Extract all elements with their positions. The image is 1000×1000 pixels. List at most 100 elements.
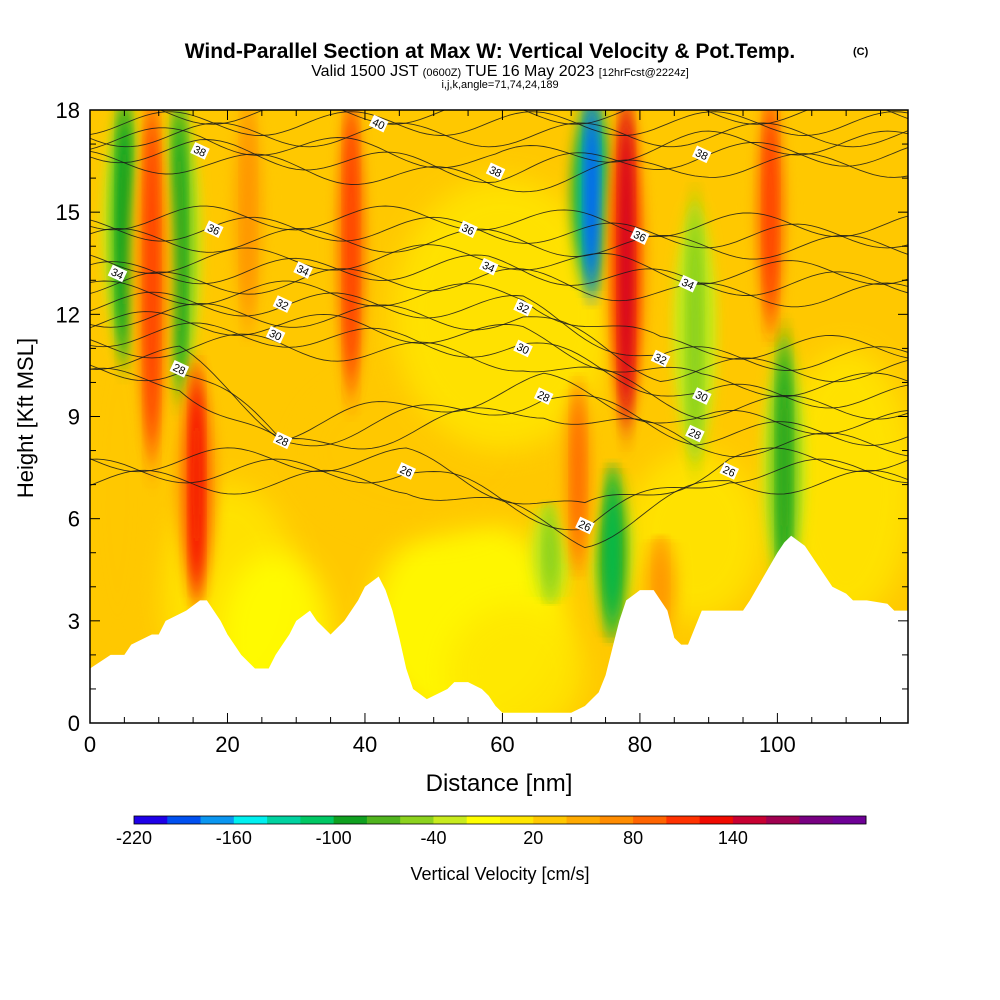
downdraft-column bbox=[545, 508, 556, 597]
updraft-column bbox=[146, 110, 157, 461]
contour-label-text: 38 bbox=[191, 144, 207, 160]
contour-label: 34 bbox=[293, 261, 313, 279]
theta-contour-line bbox=[90, 367, 908, 458]
contour-label-text: 38 bbox=[693, 147, 709, 163]
colorbar-swatch bbox=[233, 816, 268, 824]
downdraft-column bbox=[119, 110, 130, 359]
contour-label: 40 bbox=[368, 114, 389, 133]
colorbar-swatch bbox=[167, 816, 202, 824]
contour-label: 38 bbox=[190, 142, 210, 160]
contour-label: 36 bbox=[458, 220, 478, 239]
y-axis-label: Height [Kft MSL] bbox=[13, 338, 38, 498]
y-tick-label: 6 bbox=[68, 507, 80, 532]
y-tick-label: 3 bbox=[68, 609, 80, 634]
chart-subtitle: Valid 1500 JST (0600Z) TUE 16 May 2023 [… bbox=[311, 63, 689, 80]
colorbar-swatch bbox=[267, 816, 301, 824]
subtitle-forecast: [12hrFcst@2224z] bbox=[599, 67, 689, 79]
colorbar-tick-label: -160 bbox=[216, 828, 252, 848]
contour-label: 30 bbox=[265, 325, 286, 344]
colorbar-swatch bbox=[533, 816, 568, 824]
colorbar-swatch bbox=[400, 816, 434, 824]
x-tick-label: 0 bbox=[84, 732, 96, 757]
contour-label: 32 bbox=[272, 295, 293, 313]
colorbar-tick-label: 140 bbox=[718, 828, 748, 848]
contour-label-box bbox=[685, 424, 705, 443]
contour-label: 38 bbox=[691, 145, 712, 164]
colorbar-swatch bbox=[134, 816, 168, 824]
contour-label-box bbox=[458, 220, 478, 239]
contour-label-text: 26 bbox=[576, 518, 592, 534]
contour-label: 34 bbox=[478, 257, 499, 276]
contour-label: 38 bbox=[485, 162, 506, 181]
contour-label-text: 36 bbox=[205, 222, 221, 238]
subtitle-zulu: (0600Z) bbox=[423, 67, 462, 79]
contour-label-text: 28 bbox=[535, 389, 551, 405]
contour-label-box bbox=[513, 339, 533, 358]
contour-label-text: 34 bbox=[109, 266, 125, 282]
theta-contour-line bbox=[90, 228, 908, 260]
updraft-column bbox=[573, 389, 584, 563]
theta-contour-line bbox=[90, 447, 908, 505]
contour-label-text: 26 bbox=[721, 464, 737, 480]
contour-label-box bbox=[293, 261, 313, 279]
contour-label: 30 bbox=[691, 387, 712, 405]
theta-contour-line bbox=[90, 364, 908, 447]
theta-contour-line bbox=[90, 311, 908, 398]
contour-label-text: 30 bbox=[693, 389, 709, 405]
colorbar-label: Vertical Velocity [cm/s] bbox=[410, 864, 589, 884]
theta-contour-line bbox=[90, 333, 908, 420]
contour-label: 28 bbox=[533, 387, 554, 405]
updraft-column bbox=[346, 110, 357, 393]
colorbar-tick-label: -100 bbox=[316, 828, 352, 848]
contour-label-box bbox=[630, 227, 650, 245]
contour-label-text: 32 bbox=[274, 297, 290, 313]
theta-contour-line bbox=[90, 127, 908, 169]
colorbar-swatch bbox=[766, 816, 800, 824]
contour-label-box bbox=[190, 142, 210, 160]
colorbar-swatch bbox=[300, 816, 335, 824]
theta-contours bbox=[90, 110, 908, 549]
contour-label-text: 28 bbox=[686, 426, 702, 442]
contour-label-text: 26 bbox=[398, 464, 414, 480]
contour-label: 34 bbox=[107, 264, 128, 283]
colorbar-swatch bbox=[799, 816, 834, 824]
plot-area: 40 38 38 38 36 36 36 34 34 34 34 32 32 32 30 30 30 28 28 28… bbox=[90, 110, 908, 723]
contour-label-box bbox=[485, 162, 506, 181]
contour-label-box bbox=[575, 516, 595, 535]
downdraft-column bbox=[586, 110, 597, 291]
lower-field-layer bbox=[90, 178, 908, 723]
contour-label-box bbox=[691, 145, 712, 164]
theta-contour-line bbox=[90, 322, 908, 409]
contour-label-text: 32 bbox=[515, 300, 531, 316]
updraft-column bbox=[765, 110, 776, 325]
colorbar-swatch bbox=[433, 816, 468, 824]
contour-label-text: 36 bbox=[631, 229, 647, 245]
colorbar-swatch bbox=[466, 816, 501, 824]
chart-title: Wind-Parallel Section at Max W: Vertical… bbox=[185, 40, 796, 63]
contour-label-box bbox=[169, 360, 190, 378]
contour-label-text: 30 bbox=[515, 341, 531, 357]
y-tick-label: 18 bbox=[56, 98, 80, 123]
theta-contour-line bbox=[159, 110, 908, 125]
contour-label-box bbox=[691, 387, 712, 405]
contour-label-text: 28 bbox=[171, 362, 187, 378]
updraft-column bbox=[621, 110, 632, 427]
theta-contour-line bbox=[90, 205, 908, 238]
contour-label-box bbox=[368, 114, 389, 133]
theta-contour-line bbox=[90, 302, 908, 383]
colorbar-tick-label: -40 bbox=[420, 828, 446, 848]
contour-label-text: 28 bbox=[274, 433, 290, 449]
colorbar-swatch bbox=[366, 816, 401, 824]
theta-contour-labels: 40 38 38 38 36 36 36 34 34 34 34 32 32 32 30 30 30 28 28 28… bbox=[107, 114, 740, 535]
contour-label-box bbox=[107, 264, 128, 283]
contour-label-box bbox=[203, 220, 224, 239]
theta-contour-line bbox=[90, 469, 908, 549]
contour-label: 32 bbox=[513, 298, 533, 316]
theta-contour-line bbox=[90, 254, 908, 296]
contour-label-text: 38 bbox=[487, 164, 503, 180]
x-axis: 0 20 40 60 80 100 bbox=[84, 110, 882, 757]
chart-title-mark: (C) bbox=[853, 46, 869, 58]
y-tick-label: 15 bbox=[56, 200, 80, 225]
colorbar-swatch bbox=[832, 816, 867, 824]
